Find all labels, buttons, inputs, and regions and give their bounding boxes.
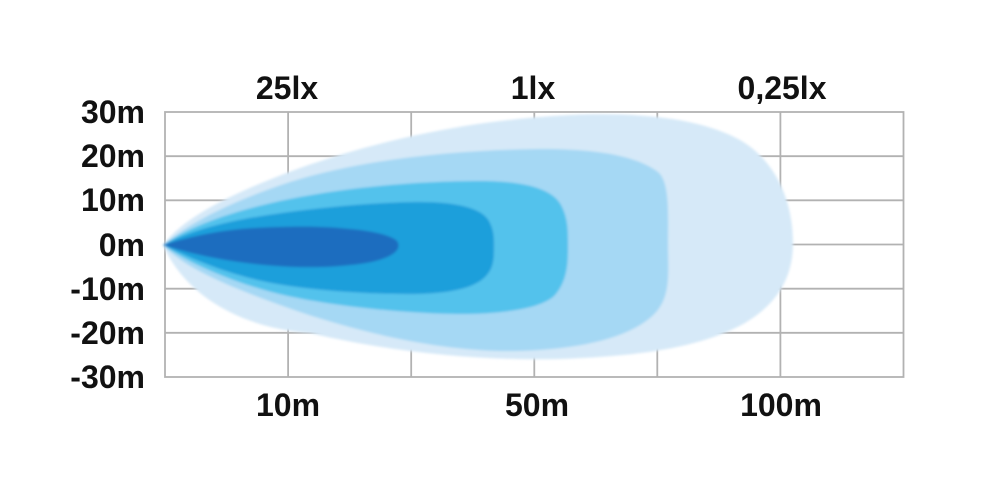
y-tick-neg10m: -10m: [70, 271, 145, 307]
x-tick-50m: 50m: [504, 387, 570, 423]
x-tick-10m: 10m: [255, 387, 321, 423]
y-tick-neg20m: -20m: [70, 315, 145, 351]
beam-contours: [163, 114, 793, 360]
y-tick-20m: 20m: [80, 138, 145, 174]
isolux-contour-25lx: [163, 226, 399, 268]
x-tick-100m: 100m: [740, 387, 822, 423]
lux-label-1lx: 1lx: [510, 70, 556, 106]
y-tick-0m: 0m: [98, 227, 145, 263]
lux-label-25lx: 25lx: [255, 70, 319, 106]
lux-label-0-25lx: 0,25lx: [737, 70, 827, 106]
y-tick-30m: 30m: [80, 94, 145, 130]
y-tick-neg30m: -30m: [70, 359, 145, 395]
y-tick-10m: 10m: [80, 182, 145, 218]
